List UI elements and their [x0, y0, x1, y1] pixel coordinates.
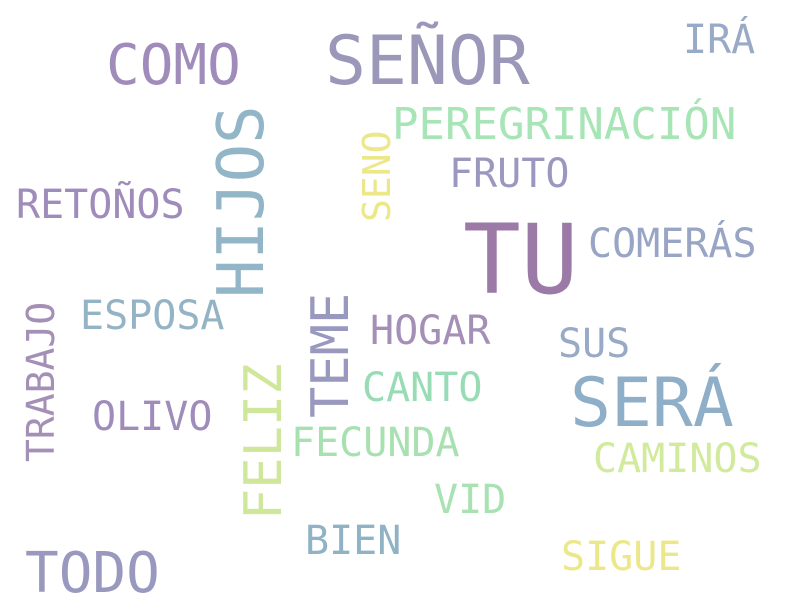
word-peregrinacion: PEREGRINACIÓN: [392, 99, 737, 150]
word-vid: VID: [434, 477, 507, 523]
word-hijos: HIJOS: [205, 105, 279, 298]
word-teme: TEME: [301, 292, 361, 418]
word-senor: SEÑOR: [325, 22, 530, 101]
word-seno: SENO: [355, 130, 399, 222]
word-sera: SERÁ: [570, 364, 734, 443]
word-retonos: RETOÑOS: [16, 182, 185, 228]
word-canto: CANTO: [362, 365, 483, 411]
word-comeras: COMERÁS: [588, 221, 757, 267]
word-todo: TODO: [25, 541, 160, 600]
word-como: COMO: [106, 33, 241, 98]
word-bien: BIEN: [305, 518, 402, 564]
word-sus: SUS: [558, 321, 631, 367]
word-olivo: OLIVO: [92, 394, 213, 440]
word-caminos: CAMINOS: [593, 436, 762, 482]
word-esposa: ESPOSA: [80, 293, 225, 339]
word-ira: IRÁ: [683, 17, 756, 63]
word-feliz: FELIZ: [234, 363, 294, 520]
word-tu: TU: [463, 204, 579, 316]
word-sigue: SIGUE: [561, 534, 682, 580]
word-hogar: HOGAR: [370, 308, 491, 354]
word-trabajo: TRABAJO: [19, 301, 63, 462]
word-fecunda: FECUNDA: [291, 420, 460, 466]
word-fruto: FRUTO: [449, 151, 570, 197]
